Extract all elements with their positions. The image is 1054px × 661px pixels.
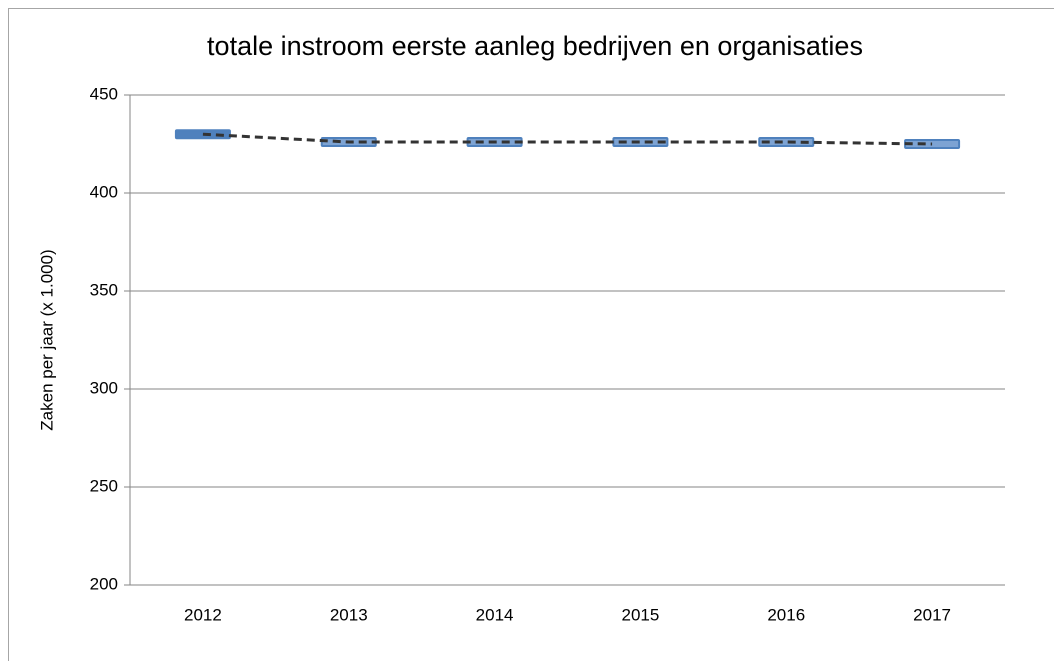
chart-title: totale instroom eerste aanleg bedrijven …: [207, 31, 863, 61]
chart-border: [8, 8, 1054, 661]
y-tick-label: 300: [90, 378, 118, 397]
y-tick-label: 450: [90, 84, 118, 103]
series-line: [202, 132, 933, 146]
x-tick-label: 2014: [476, 605, 514, 624]
x-tick-label: 2017: [913, 605, 951, 624]
x-tick-label: 2012: [184, 605, 222, 624]
y-tick-label: 200: [90, 574, 118, 593]
marker: [758, 137, 815, 148]
x-tick-label: 2016: [767, 605, 805, 624]
y-tick-label: 350: [90, 280, 118, 299]
y-axis-label: Zaken per jaar (x 1.000): [37, 249, 56, 430]
y-tick-label: 400: [90, 182, 118, 201]
x-tick-label: 2013: [330, 605, 368, 624]
y-tick-label: 250: [90, 476, 118, 495]
x-tick-label: 2015: [622, 605, 660, 624]
